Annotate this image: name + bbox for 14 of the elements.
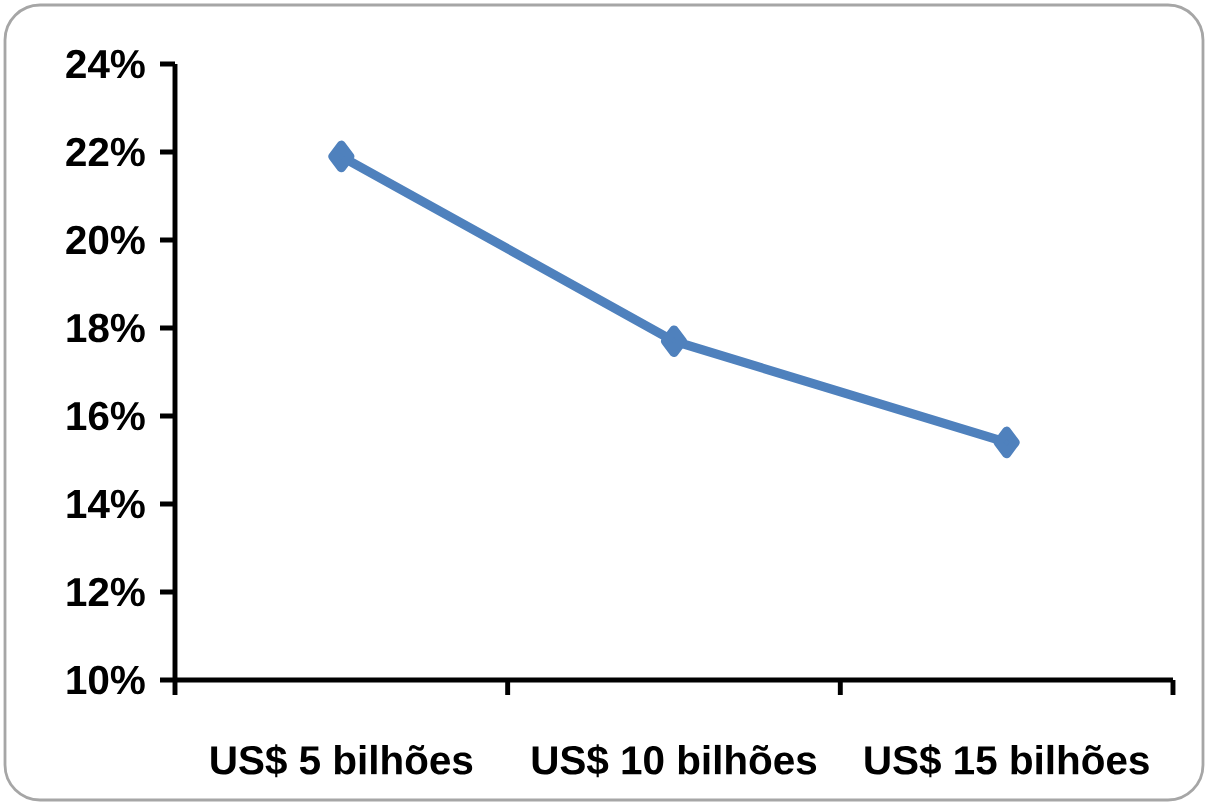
y-tick-label: 14% (67, 489, 145, 519)
point (993, 426, 1020, 459)
y-tick-label: 24% (66, 49, 145, 79)
y-tick-label: 22% (66, 137, 145, 167)
point (660, 325, 687, 358)
point (328, 140, 355, 173)
y-tick-label: 20% (66, 225, 145, 255)
y-tick-label: 16% (67, 401, 145, 431)
y-tick-label: 10% (67, 665, 145, 695)
y-tick-label: 12% (67, 577, 145, 607)
x-tick-label: US$ 15 bilhões (865, 744, 1149, 778)
x-tick-label: US$ 10 bilhões (532, 744, 817, 778)
x-tick-label: US$ 5 bilhões (211, 744, 473, 778)
y-tick-label: 18% (67, 313, 145, 343)
